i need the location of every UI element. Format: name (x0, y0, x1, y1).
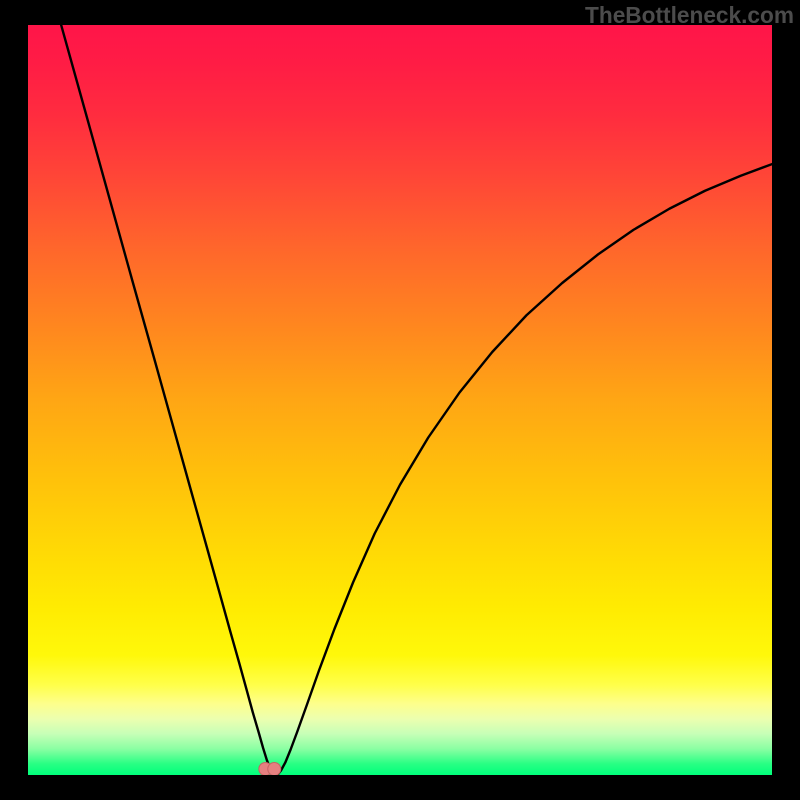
watermark-text: TheBottleneck.com (585, 2, 794, 29)
gradient-background (28, 25, 772, 775)
plot-area (28, 25, 772, 775)
optimal-point-marker (268, 763, 281, 776)
bottleneck-chart (28, 25, 772, 775)
chart-frame (0, 0, 800, 800)
